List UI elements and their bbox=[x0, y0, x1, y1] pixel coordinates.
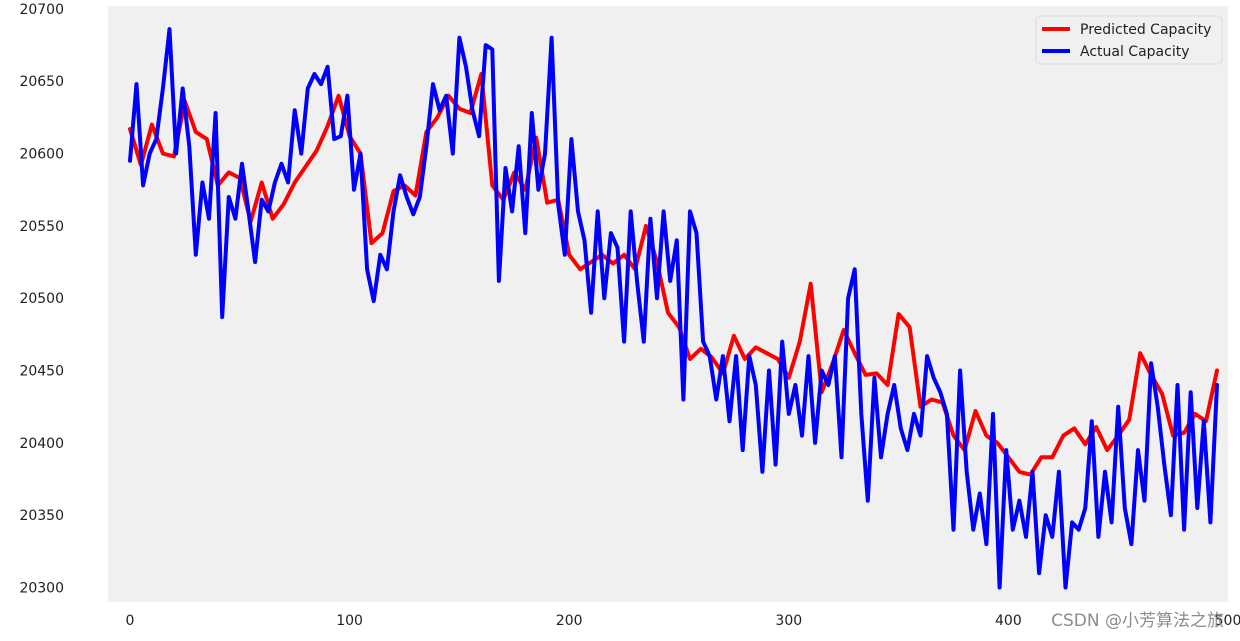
y-tick-label: 20500 bbox=[19, 291, 64, 307]
series-line-actual bbox=[128, 27, 1219, 590]
x-tick-label: 400 bbox=[995, 613, 1022, 629]
legend-box bbox=[1035, 15, 1223, 65]
y-tick-label: 20650 bbox=[19, 74, 64, 90]
y-axis-ticks: 20300 20350 20400 20450 20500 20550 20600 20650… bbox=[19, 2, 64, 597]
y-tick-label: 20700 bbox=[19, 2, 64, 18]
x-tick-label: 0 bbox=[125, 613, 134, 629]
x-tick-label: 200 bbox=[556, 613, 583, 629]
series-line-predicted bbox=[128, 72, 1219, 477]
y-tick-label: 20300 bbox=[19, 581, 64, 597]
series-layer bbox=[128, 27, 1219, 590]
x-axis-ticks: 0 100 200 300 400 500 bbox=[125, 613, 1240, 629]
legend: Predicted Capacity Actual Capacity bbox=[1035, 15, 1223, 65]
legend-label: Predicted Capacity bbox=[1080, 22, 1211, 38]
y-tick-label: 20600 bbox=[19, 147, 64, 163]
y-tick-label: 20450 bbox=[19, 364, 64, 380]
legend-label: Actual Capacity bbox=[1080, 44, 1190, 60]
x-tick-label: 300 bbox=[775, 613, 802, 629]
y-tick-label: 20400 bbox=[19, 436, 64, 452]
watermark-text: CSDN @小芳算法之旅 bbox=[1051, 611, 1224, 631]
y-tick-label: 20350 bbox=[19, 508, 64, 524]
y-tick-label: 20550 bbox=[19, 219, 64, 235]
x-tick-label: 100 bbox=[336, 613, 363, 629]
x-tick-label: 500 bbox=[1215, 613, 1240, 629]
